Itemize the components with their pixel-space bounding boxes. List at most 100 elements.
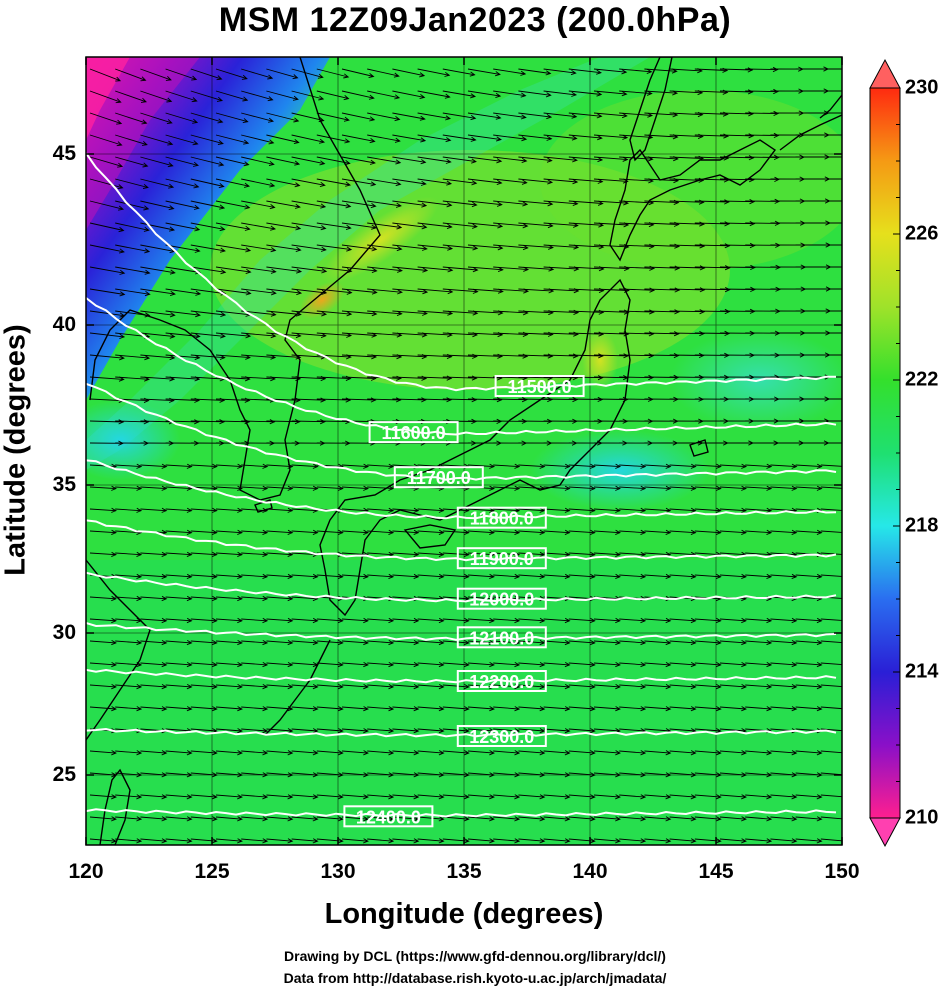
wind-arrow <box>89 529 117 536</box>
wind-arrow <box>165 750 193 756</box>
wind-arrow <box>316 816 344 822</box>
wind-arrow <box>341 794 369 800</box>
wind-arrow <box>417 794 445 800</box>
contour-label: 12100.0 <box>469 628 534 648</box>
wind-arrow <box>89 485 117 491</box>
wind-arrow <box>89 816 117 822</box>
wind-arrow <box>518 640 546 646</box>
wind-arrow <box>518 485 546 491</box>
wind-arrow <box>165 90 198 103</box>
wind-arrow <box>241 200 276 210</box>
wind-arrow <box>266 772 294 778</box>
wind-arrow <box>140 750 168 756</box>
wind-arrow <box>745 662 773 668</box>
wind-arrow <box>291 244 327 252</box>
wind-arrow <box>694 750 722 756</box>
wind-arrow <box>316 112 350 122</box>
wind-arrow <box>140 816 168 822</box>
wind-arrow <box>719 573 747 580</box>
wind-arrow <box>770 529 798 536</box>
wind-arrow <box>291 68 324 79</box>
wind-arrow <box>543 134 578 141</box>
wind-arrow <box>770 750 798 756</box>
wind-arrow <box>442 266 479 273</box>
wind-arrow <box>89 354 125 361</box>
wind-arrow <box>140 794 168 800</box>
wind-arrow <box>115 134 148 146</box>
wind-arrow <box>694 640 722 646</box>
y-axis-label: Latitude (degrees) <box>0 324 32 576</box>
wind-arrow <box>367 397 402 403</box>
wind-arrow <box>241 617 269 624</box>
wind-arrow <box>190 200 226 210</box>
wind-arrow <box>215 156 250 167</box>
wind-arrow <box>140 134 174 146</box>
wind-arrow <box>493 507 521 513</box>
wind-arrow <box>241 640 269 646</box>
wind-arrow <box>820 310 842 312</box>
wind-arrow <box>165 332 201 339</box>
wind-arrow <box>543 529 571 536</box>
wind-arrow <box>745 66 779 73</box>
wind-arrow <box>719 838 747 844</box>
wind-arrow <box>593 706 621 712</box>
wind-arrow <box>190 684 218 690</box>
wind-arrow <box>694 662 722 668</box>
wind-arrow <box>266 750 294 756</box>
wind-arrow <box>719 220 756 227</box>
wind-arrow <box>215 485 243 491</box>
wind-arrow <box>543 112 578 119</box>
contour-label: 12400.0 <box>356 807 421 827</box>
wind-arrow <box>644 287 681 293</box>
wind-arrow <box>215 728 243 734</box>
wind-arrow <box>442 816 470 822</box>
wind-arrow <box>719 67 754 73</box>
height-contour-line <box>86 571 837 603</box>
wind-arrow <box>568 178 604 184</box>
wind-arrow <box>417 728 445 734</box>
wind-arrow <box>392 617 420 624</box>
wind-arrow <box>543 156 578 163</box>
wind-arrow <box>291 706 319 712</box>
wind-arrow <box>140 200 175 211</box>
wind-arrow <box>669 617 697 624</box>
wind-arrow <box>417 244 454 251</box>
wind-arrow <box>417 178 453 186</box>
wind-arrow <box>518 244 554 250</box>
wind-arrow <box>89 332 126 340</box>
wind-arrow <box>493 573 521 580</box>
wind-arrow <box>669 287 706 293</box>
wind-arrow <box>140 684 168 690</box>
wind-arrow <box>543 463 571 469</box>
wind-arrow <box>190 288 227 296</box>
wind-arrow <box>669 816 697 822</box>
wind-arrow <box>820 464 842 469</box>
wind-arrow <box>719 463 748 469</box>
wind-arrow <box>291 684 319 690</box>
wind-arrow <box>367 684 395 690</box>
wind-arrow <box>215 463 244 469</box>
wind-arrow <box>89 310 126 318</box>
wind-arrow <box>215 750 243 756</box>
wind-arrow <box>215 507 243 513</box>
wind-arrow <box>140 485 168 491</box>
wind-arrow <box>568 156 604 163</box>
wind-arrow <box>89 222 125 233</box>
wind-arrow <box>417 551 445 558</box>
wind-arrow <box>165 684 193 690</box>
wind-arrow <box>190 772 218 778</box>
wind-arrow <box>518 112 553 120</box>
wind-arrow <box>316 397 352 403</box>
wind-arrow <box>89 288 126 297</box>
wind-arrow <box>518 463 546 469</box>
wind-arrow <box>215 551 243 558</box>
wind-arrow <box>392 816 420 822</box>
wind-arrow <box>115 750 143 756</box>
wind-arrow <box>493 266 530 272</box>
temperature-field: 11500.0 11600.0 11700.0 11800.0 11900.0 12000… <box>86 57 842 845</box>
wind-arrow <box>467 463 496 469</box>
wind-arrow <box>593 485 621 491</box>
wind-arrow <box>417 397 453 403</box>
wind-arrow <box>392 222 428 230</box>
wind-arrow <box>367 529 395 536</box>
